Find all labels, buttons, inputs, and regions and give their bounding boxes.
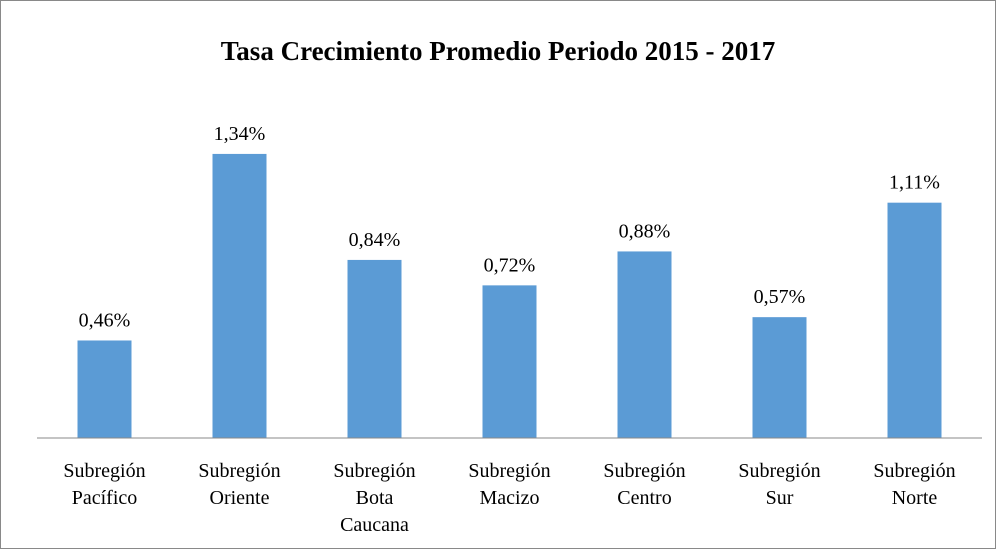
bar xyxy=(752,317,807,438)
chart-title: Tasa Crecimiento Promedio Periodo 2015 -… xyxy=(221,36,775,66)
data-label: 0,84% xyxy=(349,229,401,251)
data-label: 0,46% xyxy=(79,309,131,331)
bar xyxy=(77,340,132,438)
x-tick-label: Subregión Norte xyxy=(873,460,955,509)
bar xyxy=(617,251,672,438)
data-label: 0,88% xyxy=(619,220,671,242)
x-tick-label: Subregión Bota Caucana xyxy=(333,460,415,536)
x-tick-label: Subregión Macizo xyxy=(468,460,550,509)
data-label: 1,11% xyxy=(889,172,940,194)
data-label: 0,57% xyxy=(754,286,806,308)
data-label: 1,34% xyxy=(214,123,266,145)
bar xyxy=(887,202,942,438)
x-tick-label: Subregión Centro xyxy=(603,460,685,509)
x-tick-label: Subregión Sur xyxy=(738,460,820,509)
bar xyxy=(482,285,537,438)
x-tick-label: Subregión Pacífico xyxy=(63,460,145,509)
data-label: 0,72% xyxy=(484,254,536,276)
bar xyxy=(347,259,402,438)
bar xyxy=(212,153,267,439)
x-tick-label: Subregión Oriente xyxy=(198,460,280,509)
